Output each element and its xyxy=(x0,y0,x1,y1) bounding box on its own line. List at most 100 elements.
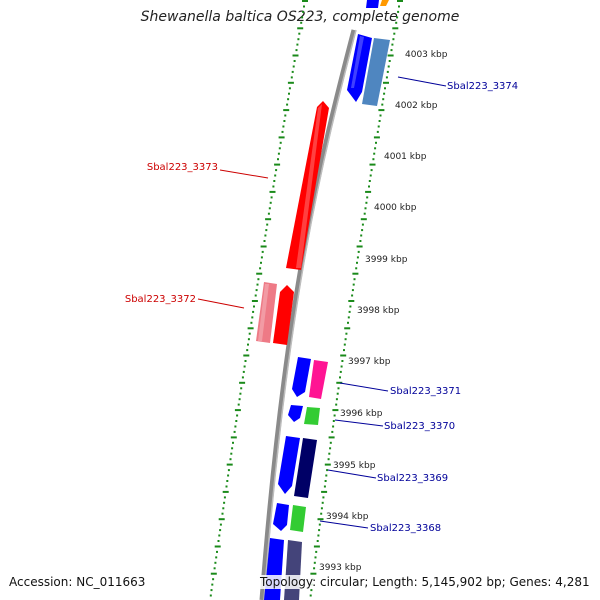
tick-mark xyxy=(283,120,286,122)
tick-mark xyxy=(328,436,335,439)
tick-mark xyxy=(268,207,271,210)
tick-mark xyxy=(288,87,291,90)
tick-mark xyxy=(314,556,317,559)
tick-mark xyxy=(231,447,234,450)
gene-sbal223-3374[interactable] xyxy=(362,38,390,106)
tick-mark xyxy=(223,501,226,504)
tick-mark xyxy=(293,60,296,62)
tick-mark xyxy=(333,414,336,417)
tick-mark xyxy=(326,469,329,472)
gene-sbal223-3368[interactable] xyxy=(290,505,306,532)
tick-mark xyxy=(214,561,217,564)
tick-mark xyxy=(351,294,354,297)
tick-mark xyxy=(267,212,270,215)
tick-mark xyxy=(210,589,213,592)
tick-mark xyxy=(298,32,301,35)
gene-label-sbal223-3371[interactable]: Sbal223_3371 xyxy=(390,386,461,397)
tick-mark xyxy=(313,567,316,570)
tick-mark xyxy=(357,250,360,253)
tick-mark xyxy=(320,507,323,510)
tick-mark xyxy=(283,109,290,112)
gene-label-sbal223-3368[interactable]: Sbal223_3368 xyxy=(370,523,441,534)
tick-mark xyxy=(376,130,379,133)
tick-mark xyxy=(352,272,359,275)
kbp-axis: 4003 kbp 4002 kbp 4001 kbp 4000 kbp 3999… xyxy=(319,50,448,573)
gene-label-sbal223-3373[interactable]: Sbal223_3373 xyxy=(147,162,218,173)
tick-mark xyxy=(270,196,273,199)
tick-mark xyxy=(250,321,253,324)
tick-mark xyxy=(247,338,250,341)
gene-label-sbal223-3372[interactable]: Sbal223_3372 xyxy=(125,294,196,305)
kbp-label-4003: 4003 kbp xyxy=(405,50,448,60)
gene-blue-3997[interactable] xyxy=(292,357,311,397)
gene-blue-3995[interactable] xyxy=(278,436,300,494)
tick-mark xyxy=(336,381,343,384)
tick-mark xyxy=(352,283,355,286)
tick-mark xyxy=(278,147,281,150)
tick-mark xyxy=(378,120,381,122)
gene-label-sbal223-3370[interactable]: Sbal223_3370 xyxy=(384,421,455,432)
tick-mark xyxy=(214,545,221,548)
tick-mark xyxy=(368,180,371,182)
gene-slate-3993[interactable] xyxy=(284,540,302,600)
tick-mark xyxy=(340,354,347,357)
gene-blue-3994[interactable] xyxy=(273,503,289,531)
tick-mark xyxy=(218,518,225,521)
tick-mark xyxy=(396,16,399,19)
tick-mark xyxy=(277,158,279,161)
tick-mark xyxy=(243,354,250,357)
gene-label-sbal223-3369[interactable]: Sbal223_3369 xyxy=(377,473,448,484)
tick-mark xyxy=(356,256,359,259)
tick-mark xyxy=(273,180,276,182)
tick-mark xyxy=(221,512,224,515)
gene-label-sbal223-3374[interactable]: Sbal223_3374 xyxy=(447,81,518,92)
gene-blue-top-partial[interactable] xyxy=(366,0,379,8)
tick-mark xyxy=(365,201,368,204)
tick-mark xyxy=(297,38,300,41)
tick-mark xyxy=(269,201,272,204)
tick-mark xyxy=(256,272,263,275)
gene-sbal223-3373[interactable] xyxy=(286,101,329,270)
tick-mark xyxy=(370,169,373,172)
tick-mark xyxy=(343,343,346,346)
tick-mark xyxy=(393,32,396,35)
tick-mark xyxy=(291,70,294,73)
gene-sbal223-3369[interactable] xyxy=(294,438,317,498)
tick-mark xyxy=(321,501,324,504)
tick-mark xyxy=(301,16,304,19)
tick-mark xyxy=(248,332,251,335)
tick-mark xyxy=(355,267,358,270)
tick-mark xyxy=(222,507,225,510)
tick-mark xyxy=(388,60,391,62)
tick-mark xyxy=(260,245,267,248)
tick-mark xyxy=(365,190,372,193)
tick-mark xyxy=(364,207,367,210)
tick-mark xyxy=(212,578,215,581)
tick-mark xyxy=(348,310,351,313)
gene-sbal223-3372[interactable] xyxy=(273,285,294,345)
tick-mark xyxy=(211,583,214,586)
gene-blue-4003[interactable] xyxy=(347,34,372,102)
tick-mark xyxy=(272,185,275,188)
gene-sbal223-3370[interactable] xyxy=(304,407,320,425)
tick-mark xyxy=(313,545,320,548)
tick-mark xyxy=(325,474,328,477)
gene-shading xyxy=(258,36,364,341)
tick-mark xyxy=(382,98,385,101)
tick-mark xyxy=(375,141,377,144)
tick-mark xyxy=(398,5,400,8)
gene-blue-3996[interactable] xyxy=(288,405,303,422)
tick-mark xyxy=(397,0,403,2)
gene-sbal223-3372-pink[interactable] xyxy=(256,282,277,343)
tick-mark xyxy=(234,409,241,412)
tick-mark xyxy=(260,256,263,259)
tick-mark xyxy=(292,65,295,68)
gene-orange-top-partial[interactable] xyxy=(380,0,389,6)
gene-sbal223-3371[interactable] xyxy=(309,360,328,399)
tick-mark xyxy=(241,376,244,379)
tick-mark xyxy=(356,245,363,248)
tick-mark xyxy=(209,594,212,597)
tick-mark xyxy=(309,594,312,597)
tick-mark xyxy=(236,414,239,417)
tick-mark xyxy=(303,5,305,8)
